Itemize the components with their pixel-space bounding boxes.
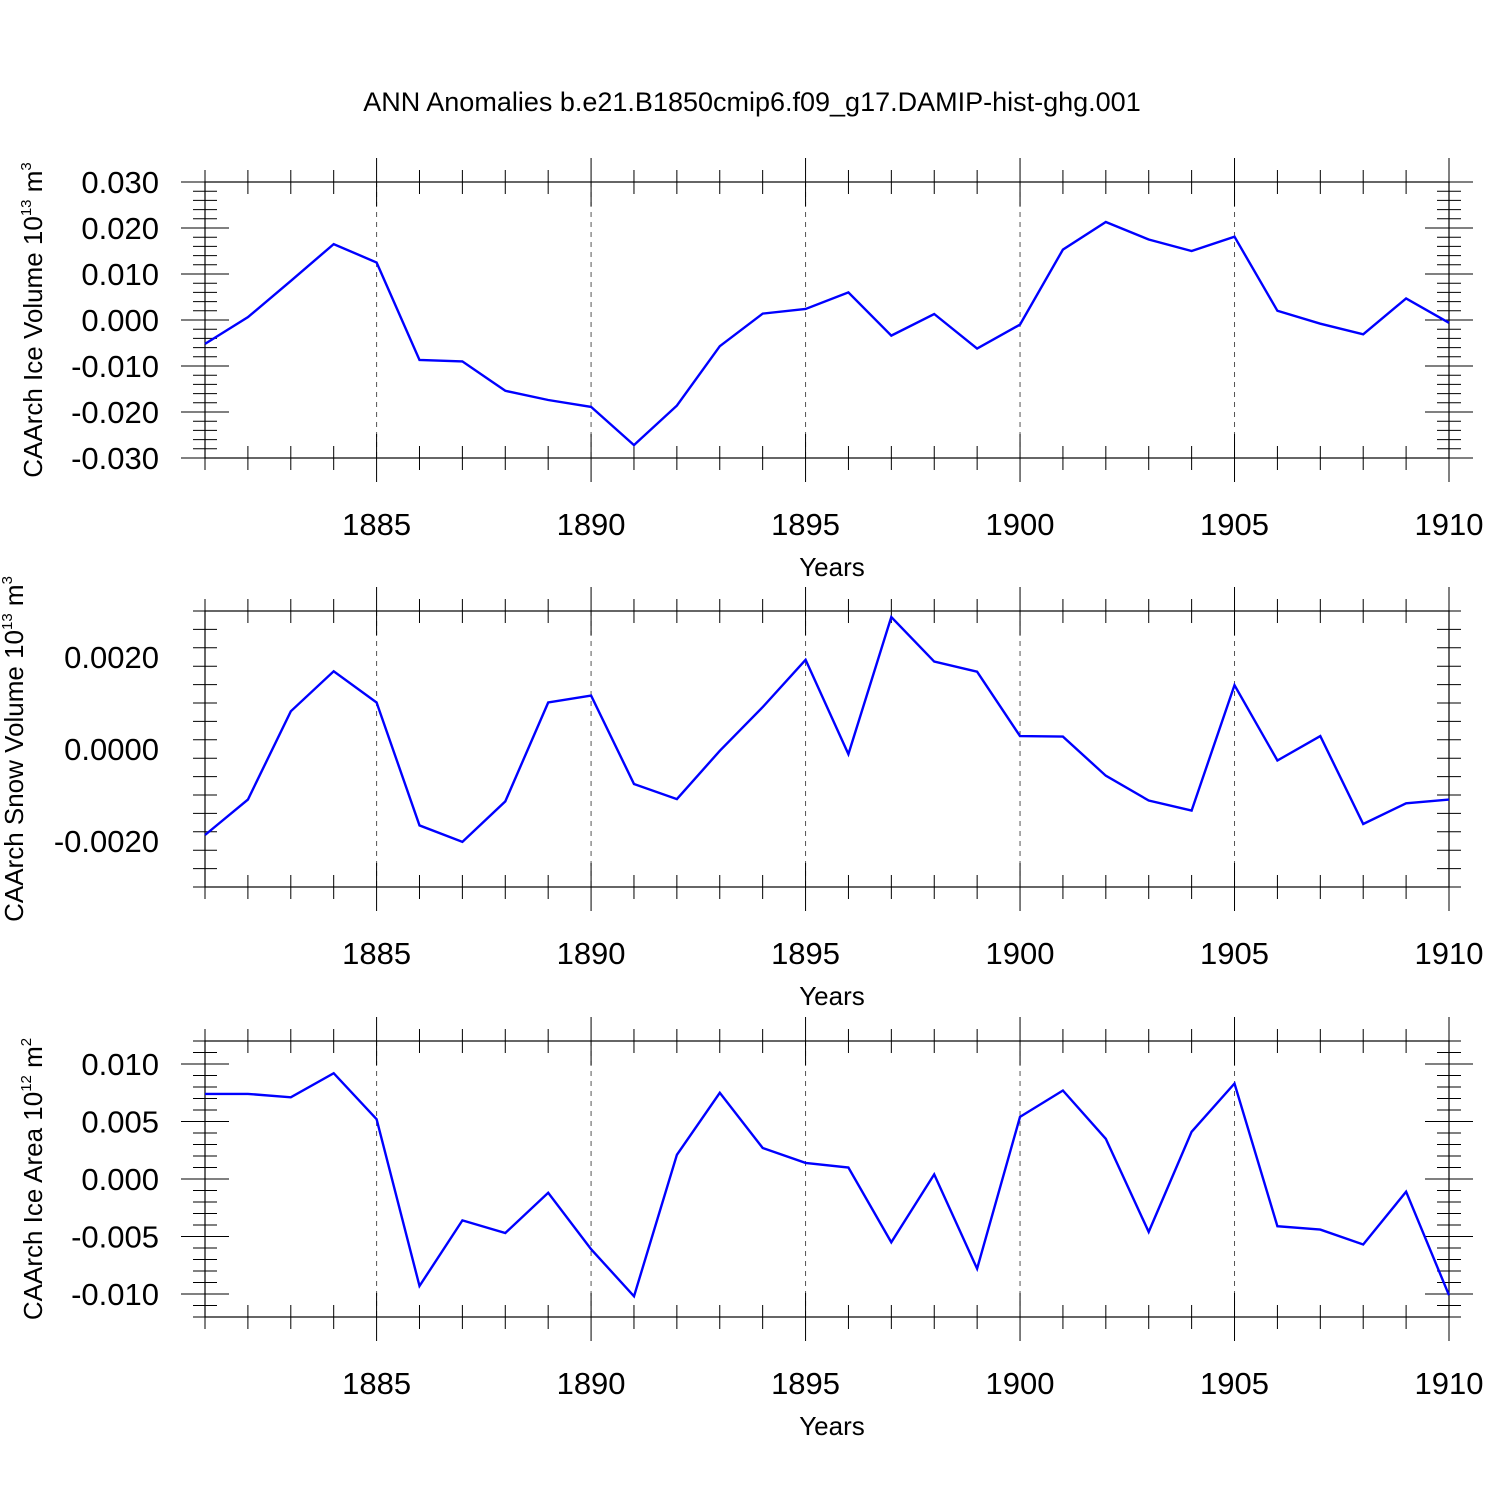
y-axis-label: CAArch Ice Volume 1013 m3: [18, 162, 48, 478]
y-tick-label: 0.000: [81, 1162, 159, 1197]
y-tick-label: 0.0000: [64, 732, 159, 767]
x-tick-label: 1885: [342, 507, 411, 542]
x-tick-label: 1905: [1200, 936, 1269, 971]
x-tick-label: 1895: [771, 936, 840, 971]
y-axis-label-unit: m: [0, 584, 29, 613]
y-tick-label: 0.0020: [64, 640, 159, 675]
series-line: [204, 220, 1450, 447]
y-axis-label-unit: m: [18, 171, 48, 200]
panel-2: -0.0020 0.0000 0.0020 1885 1890 1895 1900 1905 1…: [0, 576, 1483, 1011]
x-tick-label: 1900: [986, 1366, 1055, 1401]
y-tick-label: 0.020: [81, 211, 159, 246]
series-line: [205, 1071, 1451, 1299]
x-axis-label: Years: [799, 552, 865, 582]
x-tick-label: 1890: [557, 936, 626, 971]
y-tick-label: -0.020: [71, 395, 159, 430]
y-axis-label-exponent: 12: [18, 1075, 35, 1092]
y-tick-label: -0.005: [71, 1220, 159, 1255]
y-axis-label-unit: m: [18, 1046, 48, 1075]
x-tick-label: 1885: [342, 936, 411, 971]
y-axis-label-exponent: 13: [18, 199, 35, 216]
y-tick-label: -0.030: [71, 441, 159, 476]
x-tick-label: 1910: [1415, 936, 1484, 971]
y-axis-label-exponent: 13: [0, 613, 16, 630]
y-axis-label-unit-exponent: 2: [18, 1038, 35, 1046]
x-tick-label: 1885: [342, 1366, 411, 1401]
y-tick-label: 0.005: [81, 1105, 159, 1140]
x-tick-label: 1900: [986, 507, 1055, 542]
x-tick-label: 1905: [1200, 1366, 1269, 1401]
y-tick-label: 0.030: [81, 165, 159, 200]
x-tick-label: 1900: [986, 936, 1055, 971]
y-tick-label: -0.010: [71, 349, 159, 384]
x-tick-label: 1895: [771, 507, 840, 542]
y-tick-label: 0.010: [81, 1047, 159, 1082]
x-axis-label: Years: [799, 981, 865, 1011]
chart-title: ANN Anomalies b.e21.B1850cmip6.f09_g17.D…: [363, 87, 1140, 117]
plot-frame: [204, 181, 1450, 459]
y-axis-label: CAArch Snow Volume 1013 m3: [0, 576, 29, 922]
x-tick-label: 1890: [557, 507, 626, 542]
y-axis-label-unit-exponent: 3: [18, 162, 35, 170]
y-axis-label-unit-exponent: 3: [0, 576, 16, 584]
x-tick-label: 1905: [1200, 507, 1269, 542]
y-axis-label-text: CAArch Ice Volume 10: [18, 216, 48, 478]
x-axis-label: Years: [799, 1411, 865, 1441]
x-tick-label: 1910: [1415, 1366, 1484, 1401]
y-tick-label: 0.000: [81, 303, 159, 338]
x-tick-label: 1890: [557, 1366, 626, 1401]
panel-3: -0.010 -0.005 0.000 0.005 0.010 1885 1890 1895 1…: [18, 1017, 1483, 1441]
y-axis-label-text: CAArch Ice Area 10: [18, 1092, 48, 1320]
x-tick-label: 1910: [1415, 507, 1484, 542]
plot-frame: [204, 610, 1450, 888]
series-line: [204, 614, 1450, 844]
y-tick-label: -0.010: [71, 1277, 159, 1312]
y-tick-label: -0.0020: [54, 824, 159, 859]
plot-frame: [204, 1040, 1450, 1318]
y-axis-label: CAArch Ice Area 1012 m2: [18, 1038, 48, 1320]
panel-1: -0.030 -0.020 -0.010 0.000 0.010 0.020 0.030 18…: [18, 158, 1483, 582]
x-tick-label: 1895: [771, 1366, 840, 1401]
y-axis-label-text: CAArch Snow Volume 10: [0, 630, 29, 922]
y-tick-label: 0.010: [81, 257, 159, 292]
